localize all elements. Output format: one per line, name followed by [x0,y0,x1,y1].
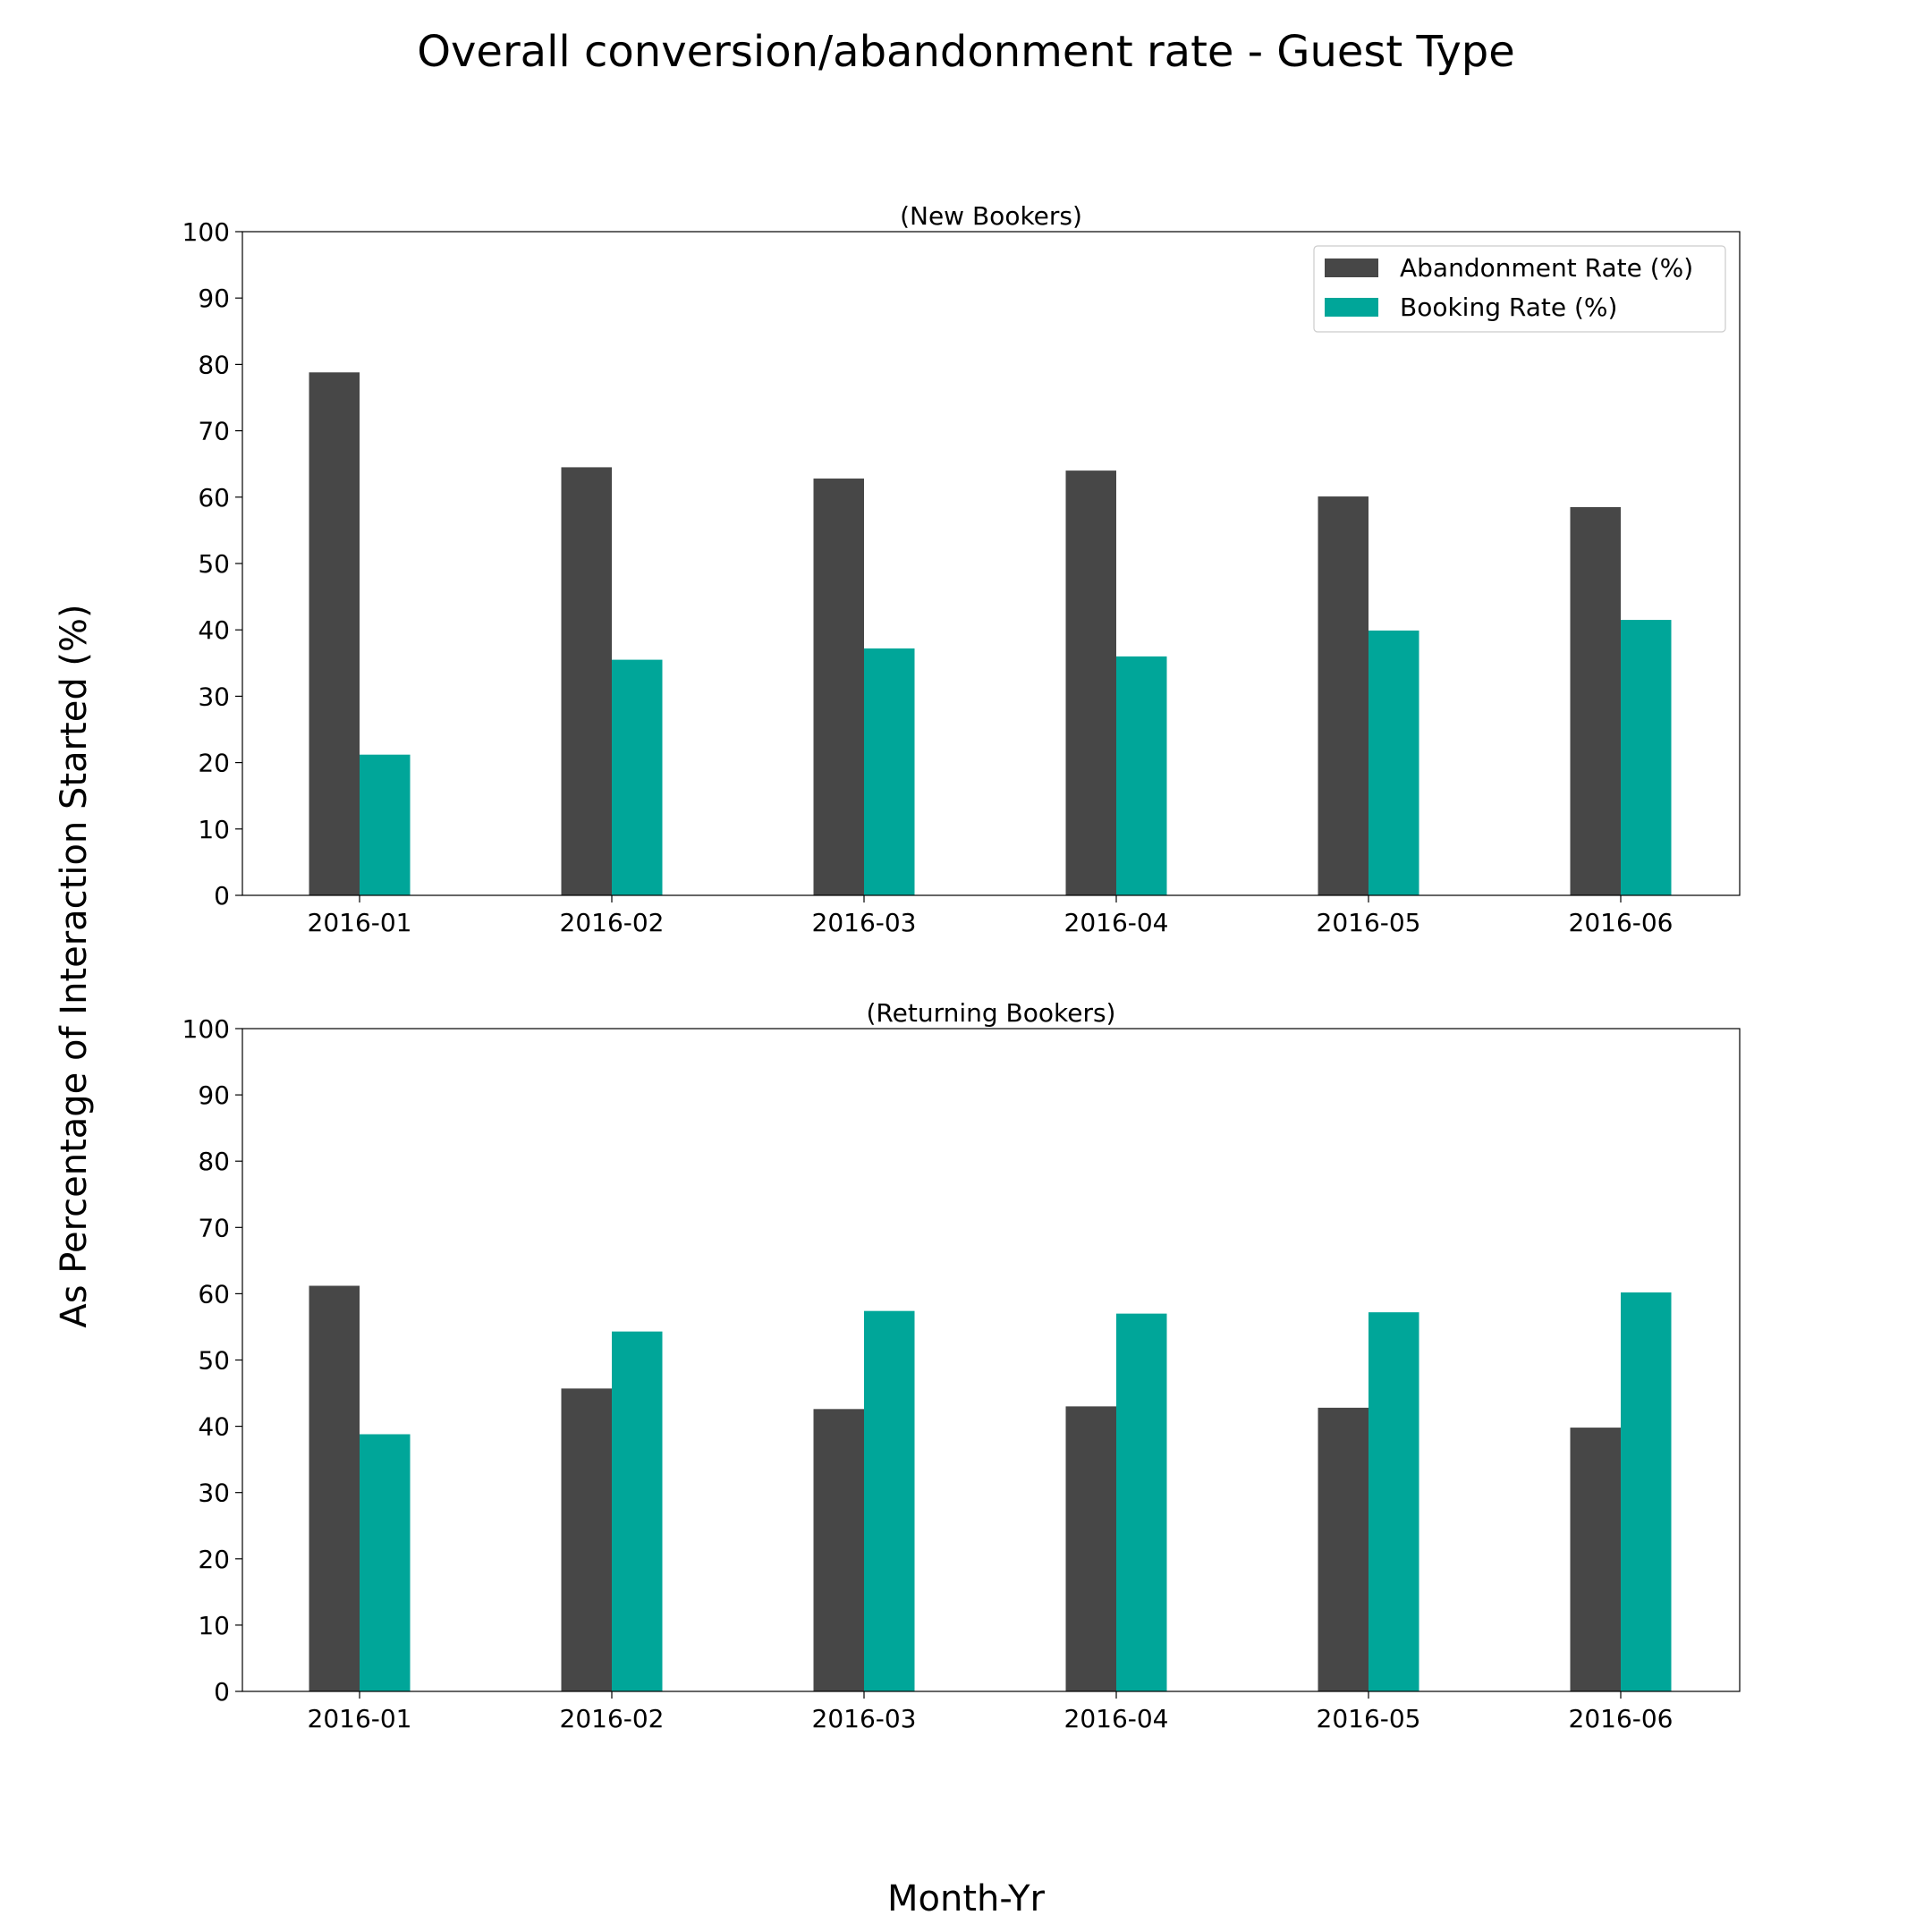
y-tick-label: 0 [214,1677,230,1707]
x-tick-label: 2016-06 [1569,1704,1674,1733]
x-tick-label: 2016-05 [1317,908,1421,937]
booking-bar-2016-04 [1116,1313,1167,1691]
y-tick-label: 20 [198,1545,230,1574]
y-tick-label: 60 [198,1279,230,1309]
y-tick-label: 60 [198,483,230,513]
x-tick-label: 2016-04 [1064,908,1169,937]
subplot-2: (Returning Bookers) 0 10 20 30 40 50 60 70 80 90 10… [182,998,1741,1733]
booking-bar-2016-06 [1621,1292,1672,1691]
y-tick-label: 30 [198,1479,230,1508]
abandonment-bar-2016-01 [309,372,360,896]
chart-title: Overall conversion/abandonment rate - Gu… [417,27,1515,77]
y-tick-label: 20 [198,749,230,778]
y-tick-label: 0 [214,881,230,911]
x-axis-label: Month-Yr [887,1878,1045,1919]
x-tick-label: 2016-01 [308,1704,412,1733]
legend-label-abandonment: Abandonment Rate (%) [1400,253,1693,283]
y-tick-label: 80 [198,1147,230,1176]
subplot-title: (New Bookers) [900,201,1082,231]
abandonment-bar-2016-03 [813,479,864,895]
y-tick-label: 30 [198,682,230,711]
abandonment-bar-2016-06 [1570,506,1621,895]
abandonment-bar-2016-04 [1065,470,1116,895]
x-tick-label: 2016-01 [308,908,412,937]
legend-box [1313,245,1726,333]
x-tick-label: 2016-03 [812,1704,917,1733]
booking-bar-2016-01 [360,1434,411,1691]
subplot-title: (Returning Bookers) [867,998,1116,1028]
y-tick-label: 90 [198,284,230,313]
y-tick-label: 70 [198,417,230,446]
abandonment-bar-2016-01 [309,1285,360,1691]
booking-bar-2016-02 [612,1331,663,1691]
y-tick-label: 50 [198,549,230,579]
legend-label-booking: Booking Rate (%) [1400,292,1617,322]
x-tick-label: 2016-02 [560,908,665,937]
abandonment-bar-2016-06 [1570,1428,1621,1691]
abandonment-bar-2016-04 [1065,1406,1116,1691]
y-tick-label: 90 [198,1080,230,1110]
x-tick-label: 2016-06 [1569,908,1674,937]
booking-bar-2016-02 [612,659,663,895]
y-tick-label: 10 [198,815,230,844]
y-tick-label: 40 [198,1412,230,1442]
legend-swatch-abandonment [1325,258,1378,277]
booking-bar-2016-04 [1116,656,1167,895]
y-tick-label: 10 [198,1611,230,1640]
booking-bar-2016-05 [1368,1312,1419,1691]
abandonment-bar-2016-03 [813,1409,864,1691]
x-tick-label: 2016-04 [1064,1704,1169,1733]
y-tick-label: 50 [198,1346,230,1376]
booking-bar-2016-06 [1621,620,1672,895]
y-tick-label: 100 [182,1014,230,1044]
abandonment-bar-2016-05 [1318,496,1368,895]
x-tick-label: 2016-03 [812,908,917,937]
abandonment-bar-2016-02 [561,467,612,895]
booking-bar-2016-01 [360,754,411,895]
booking-bar-2016-03 [864,648,915,895]
booking-bar-2016-05 [1368,630,1419,895]
y-tick-label: 70 [198,1213,230,1242]
subplot-1: (New Bookers) 0 10 20 30 40 50 60 70 80 90 100 2016-… [182,201,1741,937]
abandonment-bar-2016-05 [1318,1407,1368,1691]
booking-bar-2016-03 [864,1310,915,1691]
plot-frame [242,1028,1741,1692]
x-tick-label: 2016-02 [560,1704,665,1733]
legend-swatch-booking [1325,298,1378,317]
y-tick-label: 100 [182,217,230,247]
y-tick-label: 80 [198,350,230,379]
abandonment-bar-2016-02 [561,1388,612,1691]
x-tick-label: 2016-05 [1317,1704,1421,1733]
y-tick-label: 40 [198,615,230,645]
legend: Abandonment Rate (%) Booking Rate (%) [1313,245,1726,333]
